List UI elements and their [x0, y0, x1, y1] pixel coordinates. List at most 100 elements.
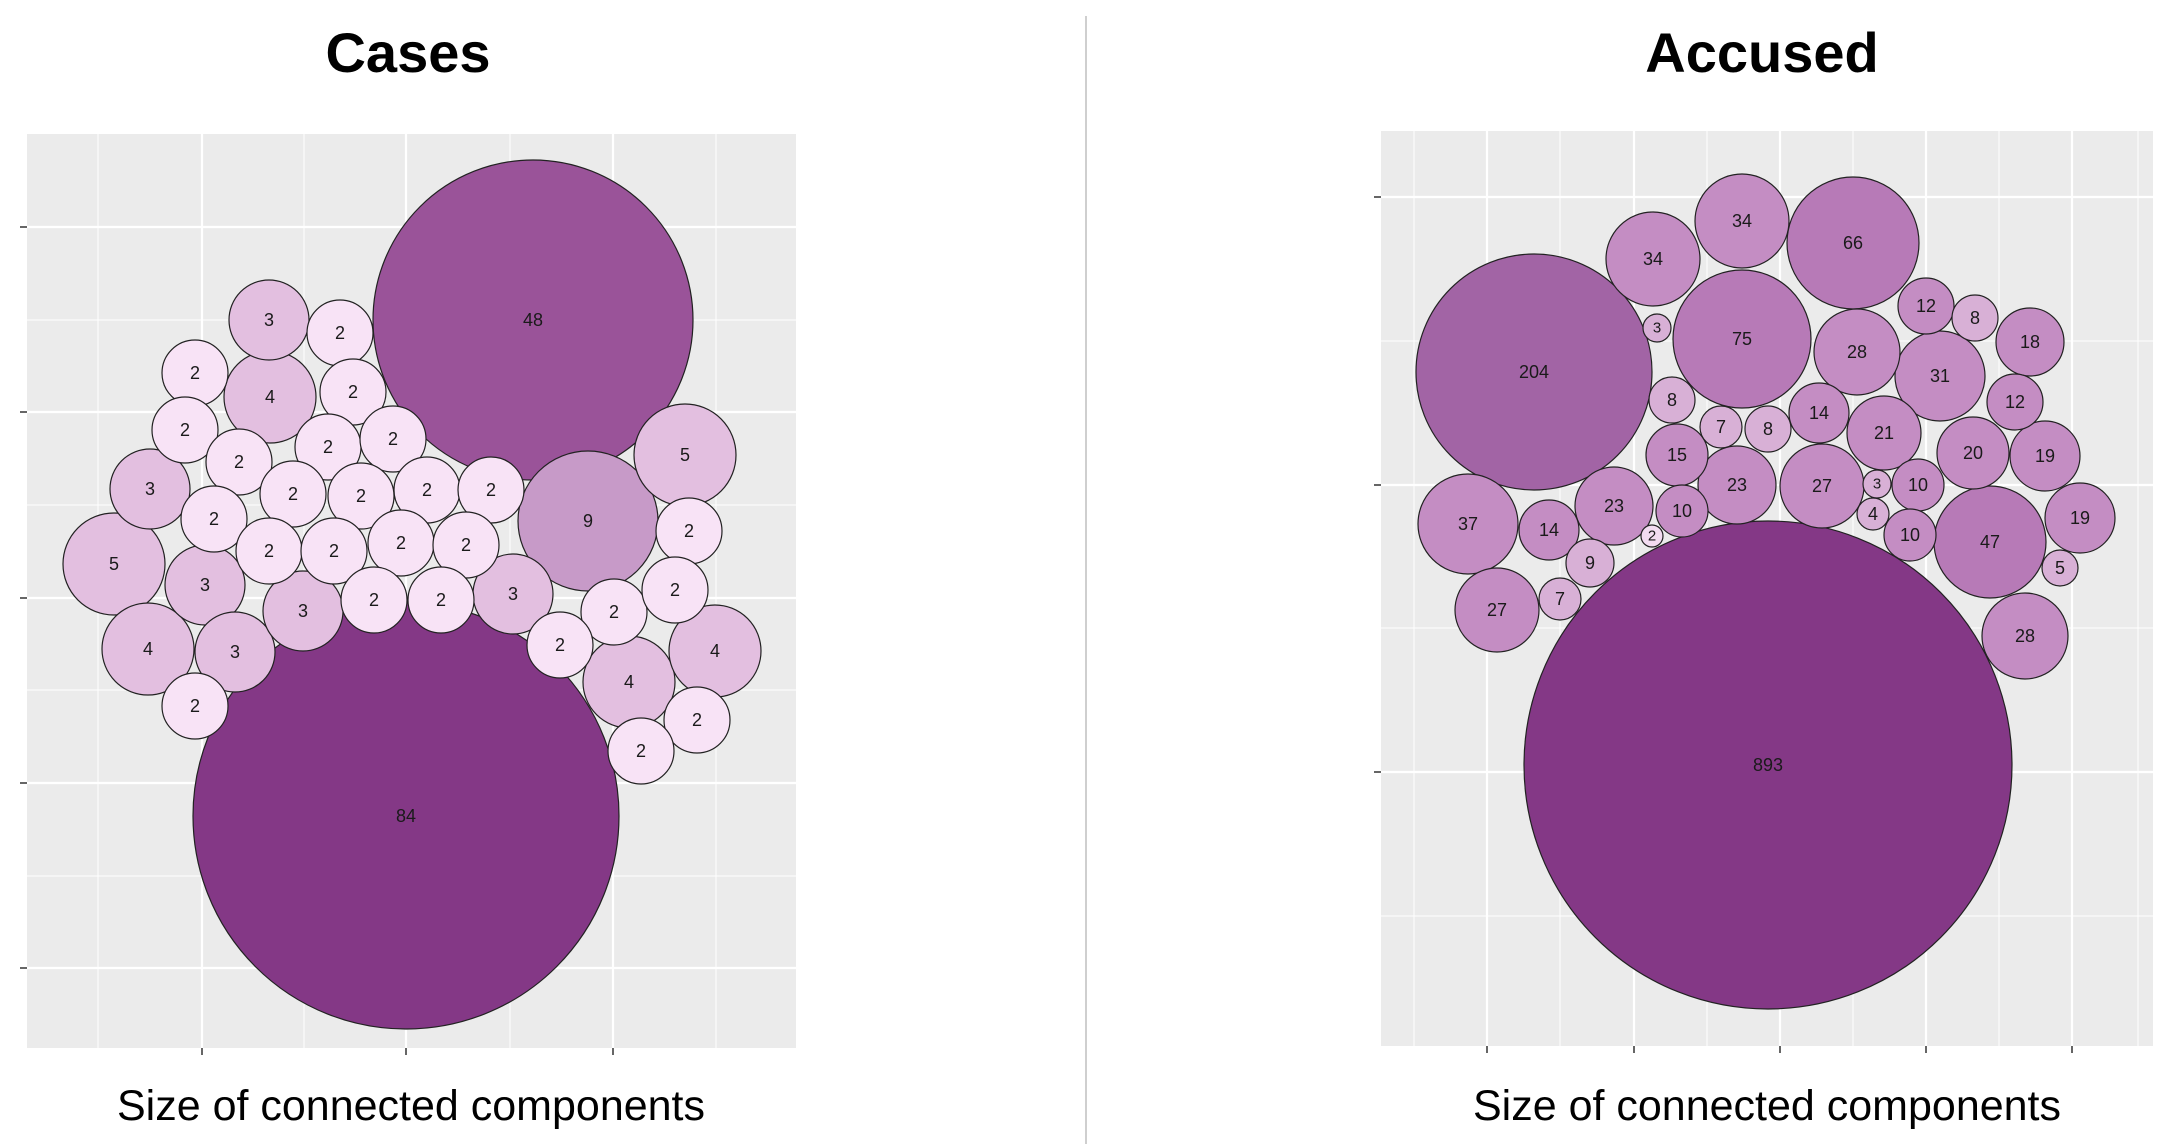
cases-bubble [641, 556, 709, 624]
accused-bubble [1640, 524, 1664, 548]
accused-bubble-label: 10 [1900, 525, 1920, 545]
accused-bubble [1574, 466, 1654, 546]
cases-bubble [607, 717, 675, 785]
cases-bubble-label: 2 [692, 710, 702, 730]
accused-bubble-label: 14 [1539, 520, 1559, 540]
cases-bubble-label: 5 [680, 445, 690, 465]
accused-bubble [1642, 313, 1672, 343]
cases-bubble [663, 686, 731, 754]
accused-bubble-label: 47 [1980, 532, 2000, 552]
accused-bubble-label: 20 [1963, 443, 1983, 463]
cases-bubble-label: 2 [684, 521, 694, 541]
accused-bubble-label: 34 [1643, 249, 1663, 269]
cases-plot-panel: 84 48 9 5 5 4 4 4 4 3 3 3 3 3 3 2 2 2 2 2 2 2 2 2 2 2 2 2 2 2 2 2 2 2 2 2 2 2… [20, 134, 796, 1055]
cases-bubble-label: 3 [264, 310, 274, 330]
accused-bubble-label: 23 [1727, 475, 1747, 495]
cases-bubble-label: 2 [190, 363, 200, 383]
accused-bubble [1862, 469, 1892, 499]
accused-bubble [1672, 269, 1812, 409]
accused-bubble [1883, 508, 1937, 562]
cases-bubble-label: 2 [609, 602, 619, 622]
cases-bubble-label: 2 [180, 420, 190, 440]
accused-bubble [1697, 445, 1777, 525]
cases-bubble-label: 2 [461, 535, 471, 555]
accused-bubble [1788, 382, 1850, 444]
accused-bubble [2041, 549, 2079, 587]
accused-bubble [1744, 405, 1792, 453]
cases-x-axis-label: Size of connected components [116, 1082, 706, 1130]
accused-bubble-label: 8 [1667, 390, 1677, 410]
cases-bubble-label: 2 [288, 484, 298, 504]
cases-bubble [580, 578, 648, 646]
cases-bubble-label: 2 [369, 590, 379, 610]
cases-bubble-label: 2 [264, 541, 274, 561]
accused-bubble-label: 31 [1930, 366, 1950, 386]
cases-bubble [300, 517, 368, 585]
accused-bubble [1981, 592, 2069, 680]
accused-bubble-label: 19 [2070, 508, 2090, 528]
cases-bubble-label: 2 [329, 541, 339, 561]
accused-bubble-label: 14 [1809, 403, 1829, 423]
accused-bubble-label: 8 [1763, 419, 1773, 439]
cases-bubble-label: 2 [422, 480, 432, 500]
accused-bubble-label: 2 [1648, 528, 1656, 545]
cases-bubble-label: 2 [486, 480, 496, 500]
cases-bubble [101, 602, 195, 696]
cases-bubble-label: 2 [348, 382, 358, 402]
cases-bubble-label: 2 [335, 323, 345, 343]
cases-bubble-label: 9 [583, 511, 593, 531]
cases-bubble-label: 3 [145, 479, 155, 499]
accused-bubble-label: 12 [1916, 296, 1936, 316]
accused-bubble-label: 27 [1812, 476, 1832, 496]
cases-bubble [205, 428, 273, 496]
cases-bubble-label: 3 [508, 584, 518, 604]
cases-bubble-label: 2 [234, 452, 244, 472]
accused-bubble-label: 5 [2055, 558, 2065, 578]
accused-bubble-label: 21 [1874, 423, 1894, 443]
accused-bubble [2044, 482, 2116, 554]
accused-bubble [1417, 473, 1519, 575]
cases-bubble-label: 2 [436, 590, 446, 610]
cases-bubble-label: 4 [143, 639, 153, 659]
cases-bubble-label: 2 [555, 635, 565, 655]
accused-bubble-label: 34 [1732, 211, 1752, 231]
accused-bubble [1699, 405, 1743, 449]
accused-bubble [1936, 416, 2010, 490]
accused-bubble [1565, 538, 1615, 588]
accused-bubble-label: 28 [1847, 342, 1867, 362]
accused-bubble-label: 7 [1555, 589, 1565, 609]
cases-bubble [161, 672, 229, 740]
cases-bubble [407, 566, 475, 634]
accused-bubble [1518, 499, 1580, 561]
cases-bubble [109, 448, 191, 530]
cases-bubble [259, 460, 327, 528]
cases-title: Cases [325, 21, 491, 84]
accused-bubble [1986, 373, 2044, 431]
cases-bubble-label: 2 [388, 429, 398, 449]
accused-bubble-label: 4 [1868, 504, 1878, 524]
accused-bubble [2009, 420, 2081, 492]
accused-bubble-label: 12 [2005, 392, 2025, 412]
accused-bubble [1995, 307, 2065, 377]
accused-bubble-label: 19 [2035, 446, 2055, 466]
accused-bubble [1846, 395, 1922, 471]
cases-bubble [526, 611, 594, 679]
accused-bubble [1648, 376, 1696, 424]
cases-bubble-label: 2 [670, 580, 680, 600]
accused-bubble-label: 3 [1653, 320, 1661, 337]
accused-bubble-label: 28 [2015, 626, 2035, 646]
cases-bubble [359, 405, 427, 473]
cases-bubble-label: 3 [200, 575, 210, 595]
accused-bubble-label: 8 [1970, 308, 1980, 328]
panel-divider [1085, 16, 1087, 1144]
cases-bubble [228, 279, 310, 361]
cases-bubble-label: 4 [265, 387, 275, 407]
cases-bubble-label: 48 [523, 310, 543, 330]
accused-bubble-label: 9 [1585, 553, 1595, 573]
cases-bubbles: 84 48 9 5 5 4 4 4 4 3 3 3 3 3 3 2 2 2 2 2 2 2 2 2 2 2 2 2 2 2 2 2 2 2 2 2 2 2… [62, 159, 762, 1030]
accused-bubble [1605, 211, 1701, 307]
cases-bubble [194, 611, 276, 693]
